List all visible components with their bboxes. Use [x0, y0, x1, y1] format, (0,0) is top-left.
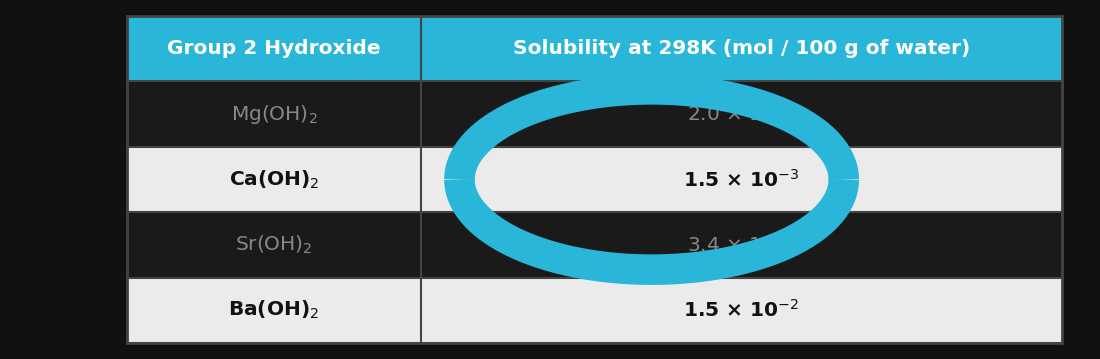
Text: 1.5 × 10$^{-3}$: 1.5 × 10$^{-3}$ [683, 168, 800, 191]
Bar [126, 278, 421, 343]
Bar [126, 147, 421, 212]
Bar [421, 81, 1062, 147]
Bar [126, 16, 1062, 343]
Bar [126, 16, 421, 81]
Bar [126, 81, 421, 147]
Bar [421, 278, 1062, 343]
Bar [126, 212, 421, 278]
Text: Mg(OH)$_2$: Mg(OH)$_2$ [231, 103, 317, 126]
Text: Ca(OH)$_2$: Ca(OH)$_2$ [229, 168, 319, 191]
Text: 1.5 × 10$^{-2}$: 1.5 × 10$^{-2}$ [683, 299, 800, 321]
Text: 2.0 × 10$^{-5}$: 2.0 × 10$^{-5}$ [686, 103, 795, 125]
Text: Group 2 Hydroxide: Group 2 Hydroxide [167, 39, 381, 58]
Text: Ba(OH)$_2$: Ba(OH)$_2$ [229, 299, 319, 321]
Text: Solubility at 298K (mol / 100 g of water): Solubility at 298K (mol / 100 g of water… [513, 39, 970, 58]
Bar [421, 16, 1062, 81]
Bar [421, 147, 1062, 212]
Text: Sr(OH)$_2$: Sr(OH)$_2$ [235, 234, 312, 256]
Bar [421, 212, 1062, 278]
Text: 3.4 × 10$^{-3}$: 3.4 × 10$^{-3}$ [686, 234, 795, 256]
